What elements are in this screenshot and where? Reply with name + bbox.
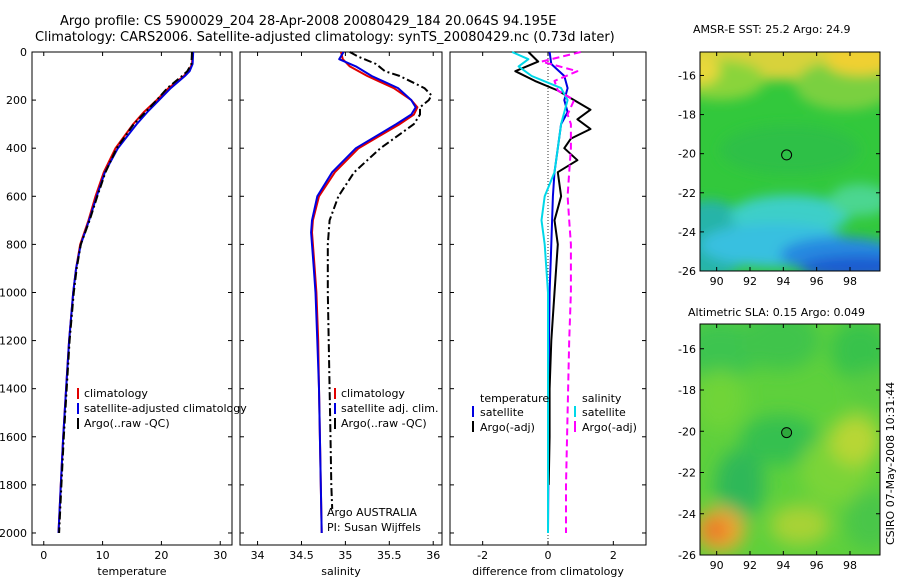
map-x-tick-label: 92 [743, 275, 757, 288]
map-y-tick-label: -16 [678, 69, 696, 82]
x-tick-label: 2 [610, 549, 617, 562]
series-line [58, 51, 193, 534]
pi-label: PI: Susan Wijffels [327, 521, 421, 534]
map-y-tick-label: -24 [678, 508, 696, 521]
map-y-tick-label: -26 [678, 265, 696, 278]
series-line [547, 51, 569, 534]
map-x-tick-label: 92 [743, 559, 757, 572]
x-tick-label: 36 [426, 549, 440, 562]
sst-argo-marker [781, 149, 793, 161]
x-tick-label: 30 [213, 549, 227, 562]
x-axis-label: salinity [321, 565, 361, 578]
map-x-tick-label: 90 [710, 275, 724, 288]
y-tick-label: 1000 [0, 286, 27, 299]
series-line [57, 51, 194, 534]
map-y-tick-label: -22 [678, 467, 696, 480]
x-tick-label: 0 [40, 549, 47, 562]
x-tick-label: 35.5 [377, 549, 402, 562]
map-x-tick-label: 94 [776, 275, 790, 288]
map-x-tick-label: 98 [843, 559, 857, 572]
y-tick-label: 200 [6, 94, 27, 107]
y-tick-label: 1600 [0, 431, 27, 444]
y-tick-label: 1800 [0, 479, 27, 492]
y-tick-label: 2000 [0, 527, 27, 540]
salinity-plot: 34 34.5 35 35.5 36 salinity climatology satelli… [240, 51, 442, 578]
temperature-panel [31, 51, 233, 546]
legend-label: satellite [582, 406, 626, 419]
legend-label: Argo(-adj) [582, 421, 637, 434]
series-line [310, 51, 417, 534]
map-x-tick-label: 96 [810, 559, 824, 572]
legend-label: climatology [84, 387, 148, 400]
sla-map: Altimetric SLA: 0.15 Argo: 0.049 90 92 94 9… [678, 306, 881, 572]
legend-label: satellite adj. clim. [341, 402, 438, 415]
sla-argo-marker [781, 427, 793, 439]
series-line [514, 51, 592, 485]
x-axis-label: difference from climatology [472, 565, 624, 578]
map-y-tick-label: -20 [678, 425, 696, 438]
x-tick-label: 34.5 [289, 549, 314, 562]
map-x-tick-label: 98 [843, 275, 857, 288]
legend-label: Argo(-adj) [480, 421, 535, 434]
y-tick-label: 1200 [0, 335, 27, 348]
y-tick-label: 1400 [0, 383, 27, 396]
series-line [326, 51, 433, 509]
map-y-tick-label: -18 [678, 384, 696, 397]
x-tick-label: 20 [154, 549, 168, 562]
y-tick-label: 800 [6, 238, 27, 251]
map-x-tick-label: 90 [710, 559, 724, 572]
series-line [57, 51, 195, 534]
difference-plot: -2 0 2 difference from climatology temperatu… [450, 51, 646, 578]
sst-map: AMSR-E SST: 25.2 Argo: 24.9 90 92 94 96 98 -1… [678, 23, 881, 288]
legend-label: climatology [341, 387, 405, 400]
x-axis-label: temperature [97, 565, 166, 578]
temperature-plot: 0 10 20 30 0 200 400 600 800 1000 1200 1400 1600 1800… [0, 46, 247, 578]
sst-map-title: AMSR-E SST: 25.2 Argo: 24.9 [693, 23, 851, 36]
legend-label: satellite [480, 406, 524, 419]
legend-heading: temperature [480, 392, 549, 405]
legend-label: Argo(..raw -QC) [84, 417, 170, 430]
map-x-tick-label: 96 [810, 275, 824, 288]
x-tick-label: 35 [338, 549, 352, 562]
legend-heading: salinity [582, 392, 622, 405]
map-y-tick-label: -26 [678, 549, 696, 562]
map-y-tick-label: -20 [678, 148, 696, 161]
figure-title-line2: Climatology: CARS2006. Satellite-adjuste… [35, 30, 615, 45]
sla-map-title: Altimetric SLA: 0.15 Argo: 0.049 [688, 306, 865, 319]
credit-text: CSIRO 07-May-2008 10:31:44 [884, 382, 897, 545]
legend-label: Argo(..raw -QC) [341, 417, 427, 430]
y-tick-label: 400 [6, 142, 27, 155]
x-tick-label: 34 [251, 549, 265, 562]
legend-label: satellite-adjusted climatology [84, 402, 247, 415]
figure-title-line1: Argo profile: CS 5900029_204 28-Apr-2008… [60, 14, 556, 29]
map-y-tick-label: -16 [678, 343, 696, 356]
map-y-tick-label: -24 [678, 226, 696, 239]
map-x-tick-label: 94 [776, 559, 790, 572]
y-tick-label: 600 [6, 190, 27, 203]
series-line [540, 51, 581, 533]
x-tick-label: -2 [477, 549, 488, 562]
argo-country-label: Argo AUSTRALIA [327, 506, 417, 519]
series-line [511, 51, 569, 533]
x-tick-label: 10 [96, 549, 110, 562]
map-y-tick-label: -18 [678, 109, 696, 122]
x-tick-label: 0 [545, 549, 552, 562]
y-tick-label: 0 [20, 46, 27, 59]
map-y-tick-label: -22 [678, 187, 696, 200]
